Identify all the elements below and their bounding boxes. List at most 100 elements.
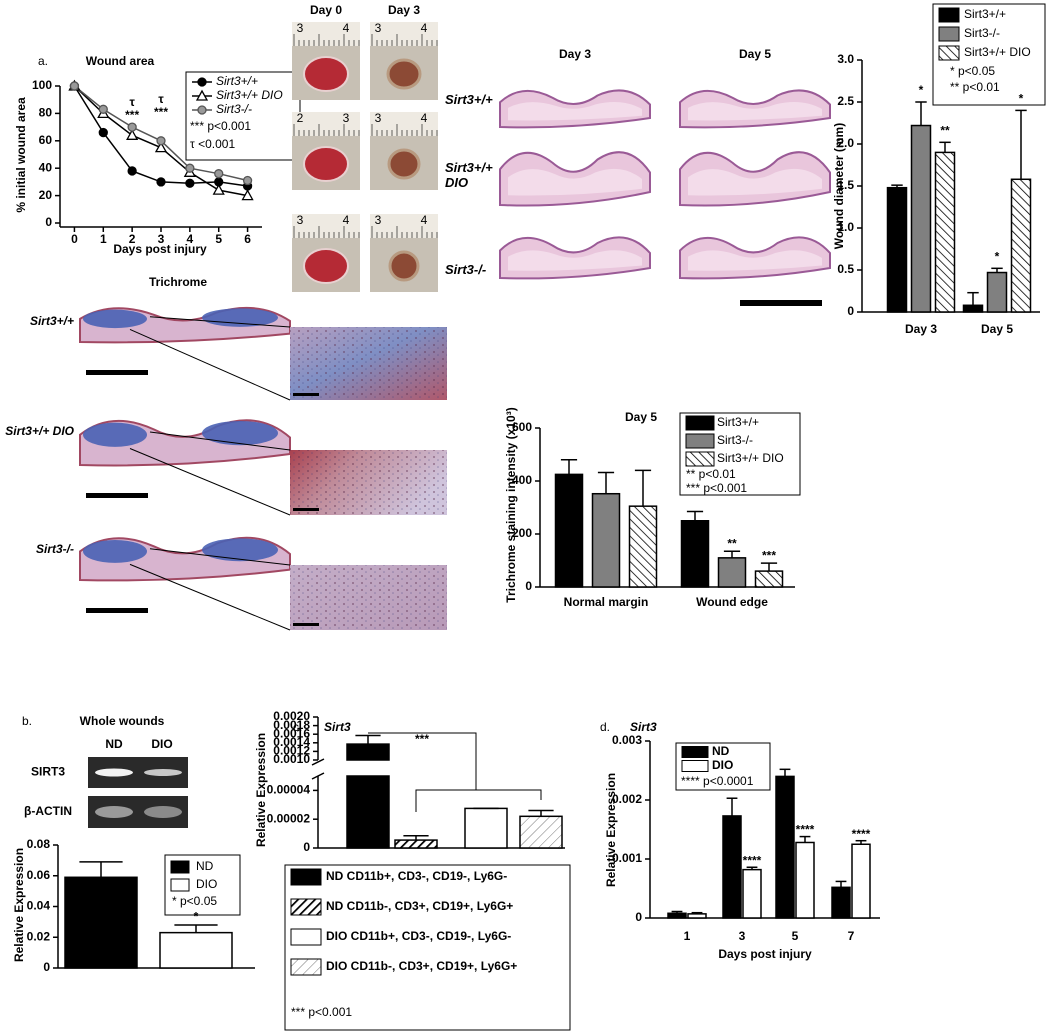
- bar: [680, 520, 710, 588]
- legend-label: ND CD11b+, CD3-, CD19-, Ly6G-: [326, 869, 507, 883]
- trichrome-title: Trichrome: [149, 275, 207, 289]
- collagen: [202, 308, 278, 327]
- significance-bracket: [368, 732, 542, 812]
- legend-swatch: [685, 433, 715, 449]
- legend-label: DIO: [196, 877, 217, 891]
- marker: [98, 127, 108, 138]
- marker: [197, 105, 207, 115]
- annotation: ***: [125, 108, 139, 122]
- y-tick-label: 0: [525, 579, 532, 593]
- histology-header: Day 5: [739, 47, 771, 61]
- bar: [851, 843, 871, 919]
- collagen: [83, 309, 147, 329]
- ruler: [370, 22, 438, 46]
- annotation: *: [919, 83, 924, 97]
- bar: [910, 124, 932, 313]
- bar: [591, 492, 621, 588]
- annotation: *: [1019, 92, 1024, 106]
- ruler: [292, 214, 360, 238]
- bar: [464, 807, 508, 849]
- annotation: ***: [415, 732, 429, 746]
- trichrome-row-label: Sirt3+/+ DIO: [5, 424, 74, 438]
- legend-swatch: [938, 26, 960, 42]
- zoom-line: [129, 563, 291, 631]
- collagen: [83, 422, 147, 447]
- marker: [126, 128, 139, 140]
- histology-dermis: [688, 168, 822, 196]
- legend-note: ** p<0.01: [686, 467, 736, 481]
- legend-swatch: [290, 928, 322, 946]
- y-tick-label: 0.04: [27, 899, 51, 913]
- legend-swatch: [681, 760, 709, 772]
- bar: [667, 912, 687, 919]
- x-tick-label: Day 5: [981, 322, 1013, 336]
- bar: [519, 815, 563, 849]
- y-tick-label: 0.0020: [273, 709, 310, 723]
- y-tick-label: 2.0: [837, 136, 854, 150]
- legend-swatch: [685, 415, 715, 431]
- bar: [775, 775, 795, 919]
- blot-band-label: SIRT3: [31, 765, 65, 779]
- collagen: [202, 538, 278, 562]
- y-axis-label: Relative Expression: [12, 848, 26, 962]
- annotation: ****: [796, 823, 815, 837]
- histology-dermis: [688, 101, 822, 121]
- y-axis-label: Trichrome staining intensity (x10³): [504, 407, 518, 602]
- marker: [98, 104, 108, 114]
- y-tick-label: 0: [847, 304, 854, 318]
- legend-label: ND: [196, 859, 214, 873]
- legend-label: Sirt3-/-: [216, 102, 252, 116]
- bar: [394, 839, 438, 849]
- legend-swatch: [290, 868, 322, 886]
- legend-label: Sirt3-/-: [964, 26, 1000, 40]
- bar: [159, 931, 233, 969]
- annotation: ***: [154, 105, 168, 119]
- ruler-label: 4: [343, 21, 350, 35]
- y-tick-label: 0.00002: [267, 811, 311, 825]
- panel-label: a.: [38, 54, 48, 68]
- legend-swatch: [290, 898, 322, 916]
- y-axis-label: Relative Expression: [254, 733, 268, 847]
- blot-lane-label: DIO: [151, 737, 172, 751]
- x-tick-label: Wound edge: [696, 595, 768, 609]
- scale-bar: [86, 493, 148, 498]
- x-tick-label: Day 3: [905, 322, 937, 336]
- legend-swatch: [681, 746, 709, 758]
- marker: [185, 163, 195, 173]
- wound: [386, 58, 422, 90]
- y-tick-label: 80: [39, 106, 53, 120]
- annotation: ****: [743, 853, 762, 867]
- bar: [722, 815, 742, 919]
- legend-label: Sirt3+/+ DIO: [216, 88, 283, 102]
- ruler: [370, 214, 438, 238]
- bar: [934, 151, 956, 313]
- collagen: [202, 421, 278, 446]
- y-tick-label: 0: [43, 960, 50, 974]
- y-tick-label: 0.5: [837, 262, 854, 276]
- photo-header: Day 3: [388, 3, 420, 17]
- annotation: ****: [852, 827, 871, 841]
- histology-dermis: [508, 101, 642, 121]
- marker: [242, 175, 253, 186]
- wound: [303, 146, 349, 182]
- y-tick-label: 0.0010: [273, 752, 310, 766]
- bar: [628, 505, 658, 588]
- blot-title: Whole wounds: [80, 714, 165, 728]
- y-tick-label: 0: [303, 840, 310, 854]
- scale-bar: [86, 608, 148, 613]
- legend-box: [284, 864, 571, 1031]
- legend-label: Sirt3-/-: [717, 433, 753, 447]
- marker: [195, 89, 209, 101]
- chart-title: Wound area: [86, 54, 155, 68]
- bar: [687, 913, 707, 919]
- y-tick-label: 0.0012: [273, 744, 310, 758]
- bar: [64, 876, 138, 969]
- zoom-line: [149, 431, 291, 451]
- x-tick-label: 2: [129, 232, 136, 246]
- legend-label: Sirt3+/+ DIO: [717, 451, 784, 465]
- chart-title: Sirt3: [324, 720, 351, 734]
- marker: [127, 122, 137, 132]
- y-tick-label: 0.00004: [267, 783, 311, 797]
